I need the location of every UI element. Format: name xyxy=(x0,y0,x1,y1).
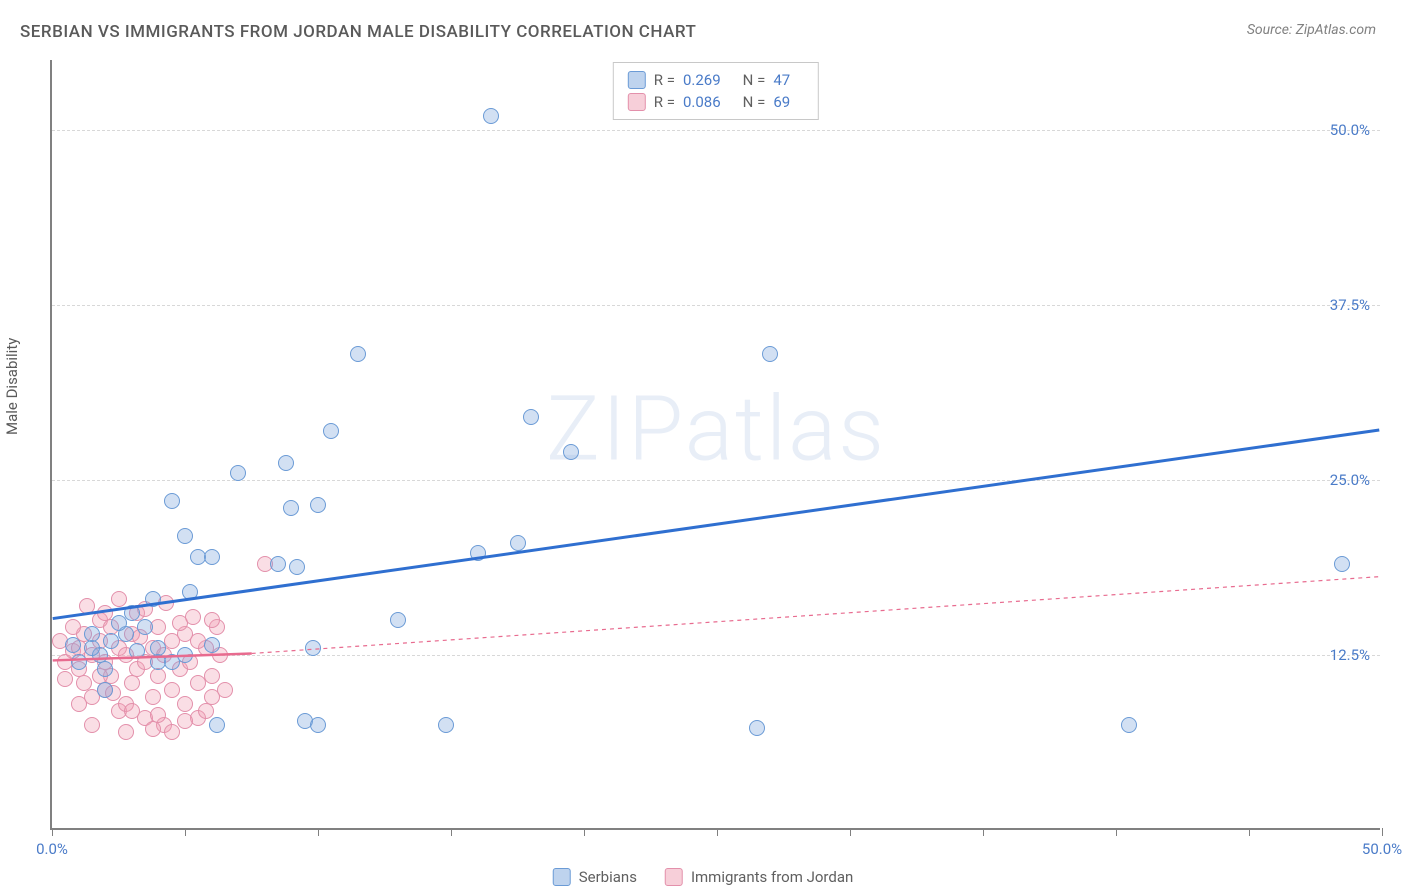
y-axis-label: Male Disability xyxy=(3,338,21,435)
x-tick xyxy=(52,828,53,836)
x-tick xyxy=(451,828,452,836)
swatch-pink-icon xyxy=(628,93,646,111)
trend-line xyxy=(53,653,252,660)
n-value: 47 xyxy=(773,71,790,89)
x-tick xyxy=(1249,828,1250,836)
n-label: N = xyxy=(743,93,766,111)
legend-item-jordan: Immigrants from Jordan xyxy=(665,868,853,886)
x-tick xyxy=(185,828,186,836)
x-tick xyxy=(1116,828,1117,836)
legend-correlation: R = 0.269 N = 47 R = 0.086 N = 69 xyxy=(613,62,819,120)
n-value: 69 xyxy=(773,93,790,111)
legend-label: Immigrants from Jordan xyxy=(691,868,853,886)
x-tick-label: 50.0% xyxy=(1362,840,1402,858)
swatch-pink-icon xyxy=(665,868,683,886)
x-tick xyxy=(318,828,319,836)
n-label: N = xyxy=(743,71,766,89)
r-value: 0.086 xyxy=(683,93,721,111)
source-label: Source: ZipAtlas.com xyxy=(1247,22,1376,38)
trend-svg xyxy=(52,60,1380,828)
r-label: R = xyxy=(654,93,675,111)
r-label: R = xyxy=(654,71,675,89)
plot-area: ZIPatlas R = 0.269 N = 47 R = 0.086 N = … xyxy=(50,60,1380,830)
swatch-blue-icon xyxy=(553,868,571,886)
trend-lines-layer xyxy=(52,60,1380,828)
x-tick xyxy=(983,828,984,836)
swatch-blue-icon xyxy=(628,71,646,89)
legend-label: Serbians xyxy=(579,868,637,886)
x-tick xyxy=(1382,828,1383,836)
x-tick xyxy=(584,828,585,836)
chart-title: SERBIAN VS IMMIGRANTS FROM JORDAN MALE D… xyxy=(20,22,696,42)
x-tick xyxy=(850,828,851,836)
r-value: 0.269 xyxy=(683,71,721,89)
legend-series: Serbians Immigrants from Jordan xyxy=(553,868,854,886)
legend-item-serbians: Serbians xyxy=(553,868,637,886)
legend-row-serbians: R = 0.269 N = 47 xyxy=(628,69,804,91)
trend-line xyxy=(252,577,1380,654)
trend-line xyxy=(53,430,1380,619)
x-tick xyxy=(717,828,718,836)
legend-row-jordan: R = 0.086 N = 69 xyxy=(628,91,804,113)
x-tick-label: 0.0% xyxy=(36,840,68,858)
